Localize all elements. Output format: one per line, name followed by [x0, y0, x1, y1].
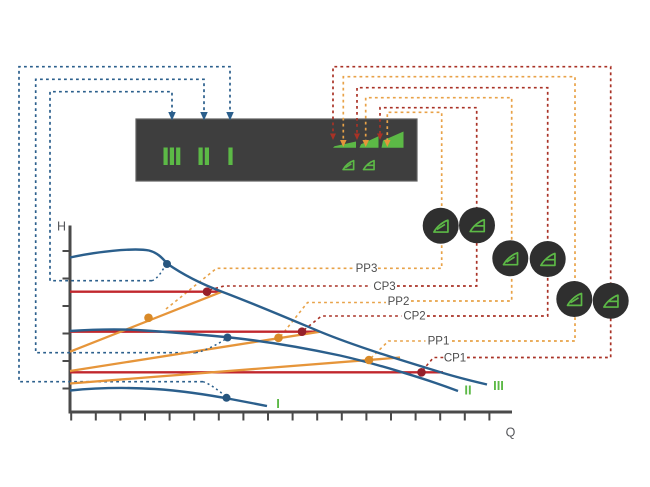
route-pp2 [364, 96, 513, 302]
duty-dot-cp3 [202, 287, 212, 297]
callout-label-cp2: CP2 [403, 311, 425, 323]
duty-dot-pp3 [144, 313, 153, 323]
setting-disc-cp3 [459, 207, 495, 244]
arrow-speed-II [200, 112, 208, 121]
arrow-cp2 [354, 133, 360, 140]
setting-disc-pp1 [556, 281, 593, 317]
panel-speed-II [198, 147, 209, 165]
curve-label-I: I [276, 396, 280, 411]
panel-constant-pressure-icon [362, 159, 375, 171]
curve-I [69, 386, 268, 408]
duty-dot-curve-III [163, 260, 171, 268]
y-axis-ticks [62, 250, 69, 390]
route-pp3 [378, 111, 443, 270]
arrow-speed-III [168, 112, 176, 121]
callout-label-pp3: PP3 [356, 263, 378, 275]
curve-label-III: III [493, 378, 504, 393]
curve-label-II: II [464, 383, 471, 398]
route-cp1 [332, 65, 612, 359]
arrow-pp1 [340, 140, 347, 147]
arrow-pp2 [362, 140, 369, 147]
route-cp3 [379, 106, 478, 287]
duty-dot-cp1 [417, 368, 426, 377]
arrow-speed-I [226, 112, 234, 121]
arrow-cp3 [377, 133, 383, 140]
setting-disc-pp2 [492, 240, 529, 277]
duty-dot-curve-II [223, 333, 232, 342]
callout-label-pp1: PP1 [428, 336, 450, 348]
arrow-cp1 [330, 133, 336, 140]
control-panel [135, 118, 418, 182]
leader-dot-III [151, 264, 167, 282]
route-cp2 [356, 86, 549, 317]
arrow-pp3 [384, 140, 391, 147]
callout-label-cp3: CP3 [373, 281, 395, 293]
panel-speed-I [228, 147, 233, 165]
route-speed-III [49, 90, 173, 282]
setting-disc-pp3 [422, 207, 459, 244]
callout-line-cp1 [421, 356, 444, 372]
callout-line-cp3 [209, 285, 371, 291]
callout-line-pp1 [370, 340, 426, 359]
pp1-line [69, 356, 401, 385]
duty-dot-pp2 [274, 333, 283, 343]
duty-dot-curve-I [222, 393, 231, 402]
setting-disc-cp1 [592, 282, 629, 319]
route-speed-II [34, 78, 205, 354]
axes [68, 225, 512, 414]
callout-label-pp2: PP2 [388, 296, 410, 308]
x-axis-ticks [70, 413, 491, 421]
panel-wedge-small [333, 141, 356, 148]
x-axis-label: Q [506, 426, 516, 440]
panel-wedge-medium [359, 136, 379, 148]
curve-II [69, 328, 459, 393]
callout-line-cp2 [303, 315, 402, 331]
callout-line-pp2 [279, 301, 386, 337]
duty-dot-pp1 [364, 355, 374, 365]
callout-line-pp3 [165, 267, 355, 310]
pp3-line [69, 290, 223, 353]
panel-proportional-pressure-icon [342, 159, 355, 171]
y-axis-label: H [57, 220, 66, 234]
panel-speed-III [163, 147, 181, 165]
setting-disc-cp2 [529, 241, 566, 277]
curve-III [69, 248, 488, 386]
duty-dot-cp2 [297, 327, 307, 337]
callout-label-cp1: CP1 [444, 353, 466, 365]
